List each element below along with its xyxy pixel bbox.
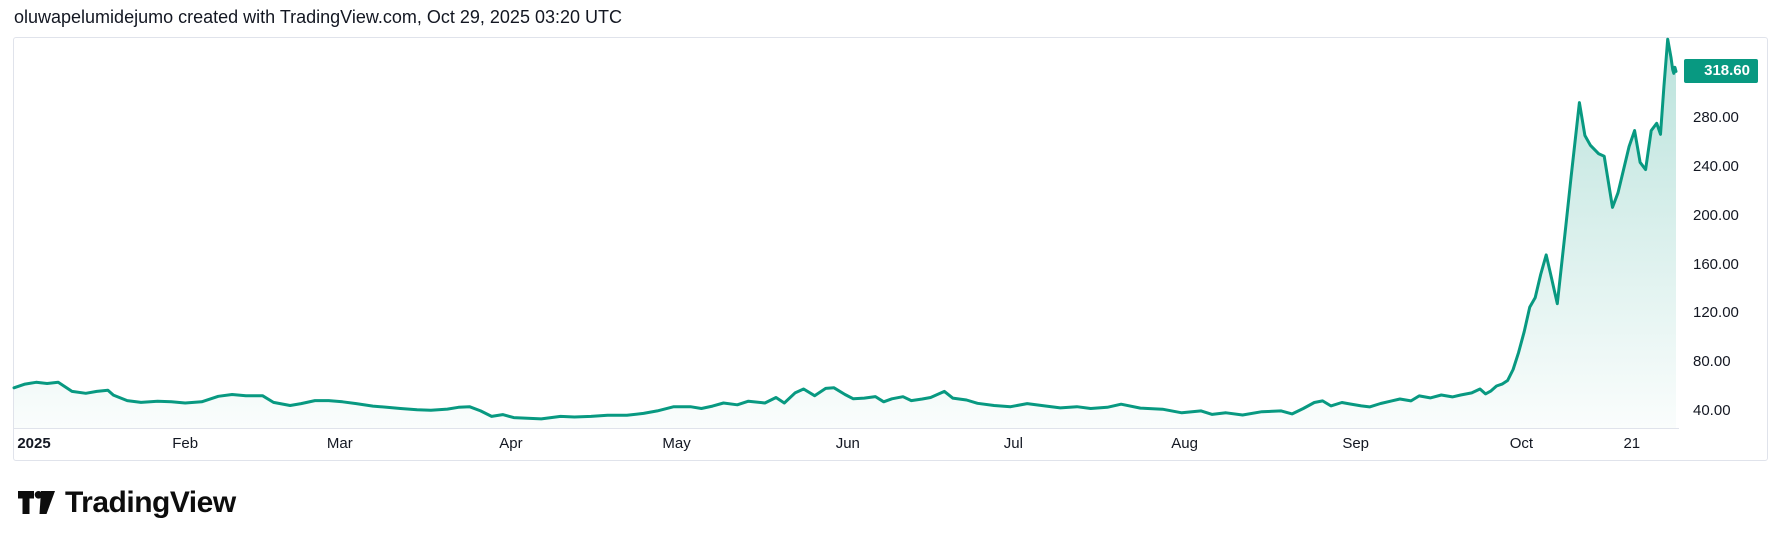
area-series-chart [12,37,1678,428]
price-scale-label: 40.00 [1693,401,1731,419]
time-scale-label: Apr [499,435,523,452]
last-price-badge: 318.60 [1684,59,1758,84]
footer: TradingView [18,488,236,518]
area-fill [14,39,1676,428]
time-scale-label: 2025 [17,435,51,452]
time-scale-label: 21 [1623,435,1641,452]
time-scale-label: Sep [1342,435,1370,452]
tradingview-logo-icon [18,491,55,514]
price-scale-label: 200.00 [1693,206,1739,224]
price-line [12,37,1678,421]
price-scale-label: 160.00 [1693,255,1739,273]
price-scale-label: 280.00 [1693,109,1739,127]
price-scale-label: 80.00 [1693,353,1731,371]
time-scale-label: May [662,435,691,452]
price-scale-label: 240.00 [1693,158,1739,176]
time-axis-separator [14,428,1679,429]
time-scale-label: Jul [1003,435,1023,452]
attribution-text: oluwapelumidejumo created with TradingVi… [14,7,622,27]
price-scale-label: 120.00 [1693,304,1739,322]
price-chart-plot[interactable] [12,37,1679,428]
tradingview-logo[interactable]: TradingView [18,488,236,518]
tradingview-logo-text: TradingView [65,486,236,519]
time-scale[interactable]: 2025 Feb Mar Apr May Jun Jul Aug Sep Oct 21 [14,428,1767,459]
time-scale-label: Jun [835,435,860,452]
price-scale[interactable]: 318.60 280.00 240.00 200.00 160.00 120.00 80.… [1679,38,1767,428]
time-scale-label: Feb [172,435,199,452]
time-scale-label: Oct [1509,435,1534,452]
chart-widget: 318.60 280.00 240.00 200.00 160.00 120.00 80.… [12,37,1768,461]
time-scale-label: Mar [326,435,353,452]
time-scale-label: Aug [1171,435,1198,452]
